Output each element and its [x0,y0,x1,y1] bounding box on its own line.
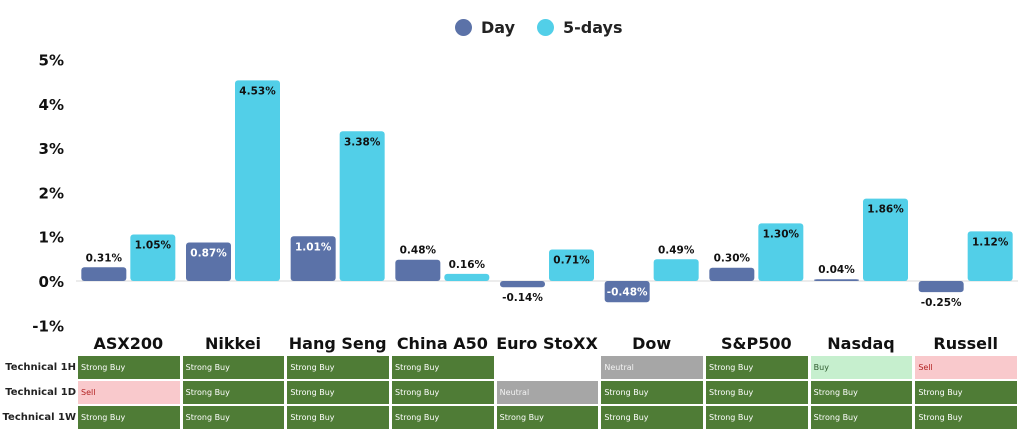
technical-row: Technical 1W Strong Buy Strong Buy Strong B… [0,406,1024,430]
data-label-day: 0.48% [400,245,437,257]
x-category-label: Russell [933,334,998,353]
technical-signal-cell: Strong Buy [287,381,390,404]
technical-signal-cell: Buy [810,356,914,379]
y-tick-label: 1% [39,229,64,247]
technical-signal-cell [496,356,600,379]
legend-label-5-days: 5-days [563,18,623,37]
bar-5-days [653,259,699,281]
data-label-day: 0.87% [190,247,227,259]
bar-day [604,281,650,303]
technical-row-label: Technical 1W [2,412,76,423]
data-label-5-days: 1.12% [972,236,1009,248]
data-label-5-days: 0.49% [658,244,695,256]
x-category-label: China A50 [397,334,488,353]
technical-signal-cell: Strong Buy [78,356,181,379]
bar-day [918,281,964,293]
y-tick-label: 5% [39,52,64,70]
bar-5-days [549,249,594,281]
x-category-label: S&P500 [721,334,792,353]
technical-signal-cell: Strong Buy [182,356,286,379]
data-label-5-days: 1.05% [135,239,172,251]
technical-signal-cell: Strong Buy [78,406,181,429]
technical-signal-cell: Neutral [601,356,704,379]
technical-signal-cell: Sell [915,356,1018,379]
technical-signal-cell: Strong Buy [392,381,495,404]
x-category-label: Euro StoXX [496,334,598,353]
technical-signal-cell: Strong Buy [182,381,286,404]
technical-signal-cell: Strong Buy [915,381,1018,404]
technical-signal-cell: Strong Buy [392,356,495,379]
technical-signal-cell: Strong Buy [287,406,390,429]
technical-row: Technical 1D Sell Strong Buy Strong Buy Stro… [0,381,1024,405]
data-label-5-days: 1.30% [763,228,800,240]
legend-swatch-day [455,19,472,36]
data-label-day: 1.01% [295,241,332,253]
legend-label-day: Day [481,18,516,37]
bar-5-days [339,131,385,281]
legend-item-day: Day [455,18,515,37]
technical-signal-cell: Strong Buy [287,356,390,379]
technical-signal-cell: Strong Buy [601,381,704,404]
data-label-5-days: 1.86% [867,204,904,216]
bar-day [814,279,859,281]
technical-signal-cell: Strong Buy [706,356,809,379]
technical-signal-cell: Strong Buy [601,406,704,429]
bar-day [186,242,231,281]
x-category-label: Nikkei [205,334,261,353]
technical-signal-cell: Strong Buy [392,406,495,429]
bar-day [81,267,127,281]
technical-signal-cell: Strong Buy [182,406,286,429]
bar-5-days [444,273,490,281]
bar-5-days [967,231,1013,281]
bar-5-days [235,80,280,281]
x-category-label: Nasdaq [827,334,894,353]
technical-row: Technical 1H Strong Buy Strong Buy Strong B… [0,356,1024,380]
bar-day [709,267,755,281]
y-tick-label: 3% [39,140,64,158]
legend-item-5-days: 5-days [537,18,623,37]
y-tick-label: 4% [39,96,64,114]
bar-5-days [863,198,908,281]
legend-swatch-5-days [537,19,555,36]
technical-signal-cell: Strong Buy [915,406,1018,429]
bar-5-days [130,234,176,281]
data-label-day: 0.04% [818,264,855,276]
technical-row-label: Technical 1H [5,362,76,373]
y-tick-label: 0% [39,273,64,291]
x-category-label: Dow [632,334,671,353]
chart-legend: Day 5-days [455,18,623,37]
technical-row-label: Technical 1D [5,387,76,398]
data-label-5-days: 0.71% [553,255,590,267]
technical-signal-cell: Strong Buy [810,381,914,404]
technical-signal-cell: Strong Buy [706,381,809,404]
bar-day [290,236,336,281]
x-category-label: ASX200 [94,334,164,353]
bar-day [395,259,441,281]
technical-signal-cell: Strong Buy [496,406,600,429]
technical-signal-cell: Strong Buy [706,406,809,429]
data-label-day: -0.48% [607,287,648,299]
y-tick-label: 2% [39,184,64,202]
data-label-5-days: 4.53% [239,85,276,97]
data-label-5-days: 0.16% [449,259,486,271]
technical-signal-cell: Strong Buy [810,406,914,429]
x-category-label: Hang Seng [289,334,387,353]
data-label-day: 0.31% [86,252,123,264]
data-label-5-days: 3.38% [344,136,381,148]
data-label-day: -0.25% [921,297,962,309]
data-label-day: 0.30% [714,253,751,265]
technical-signal-cell: Neutral [496,381,600,404]
y-tick-label: -1% [32,317,64,335]
data-label-day: -0.14% [502,292,543,304]
technical-signal-cell: Sell [78,381,181,404]
bar-5-days [758,223,804,281]
bar-day [500,281,545,288]
